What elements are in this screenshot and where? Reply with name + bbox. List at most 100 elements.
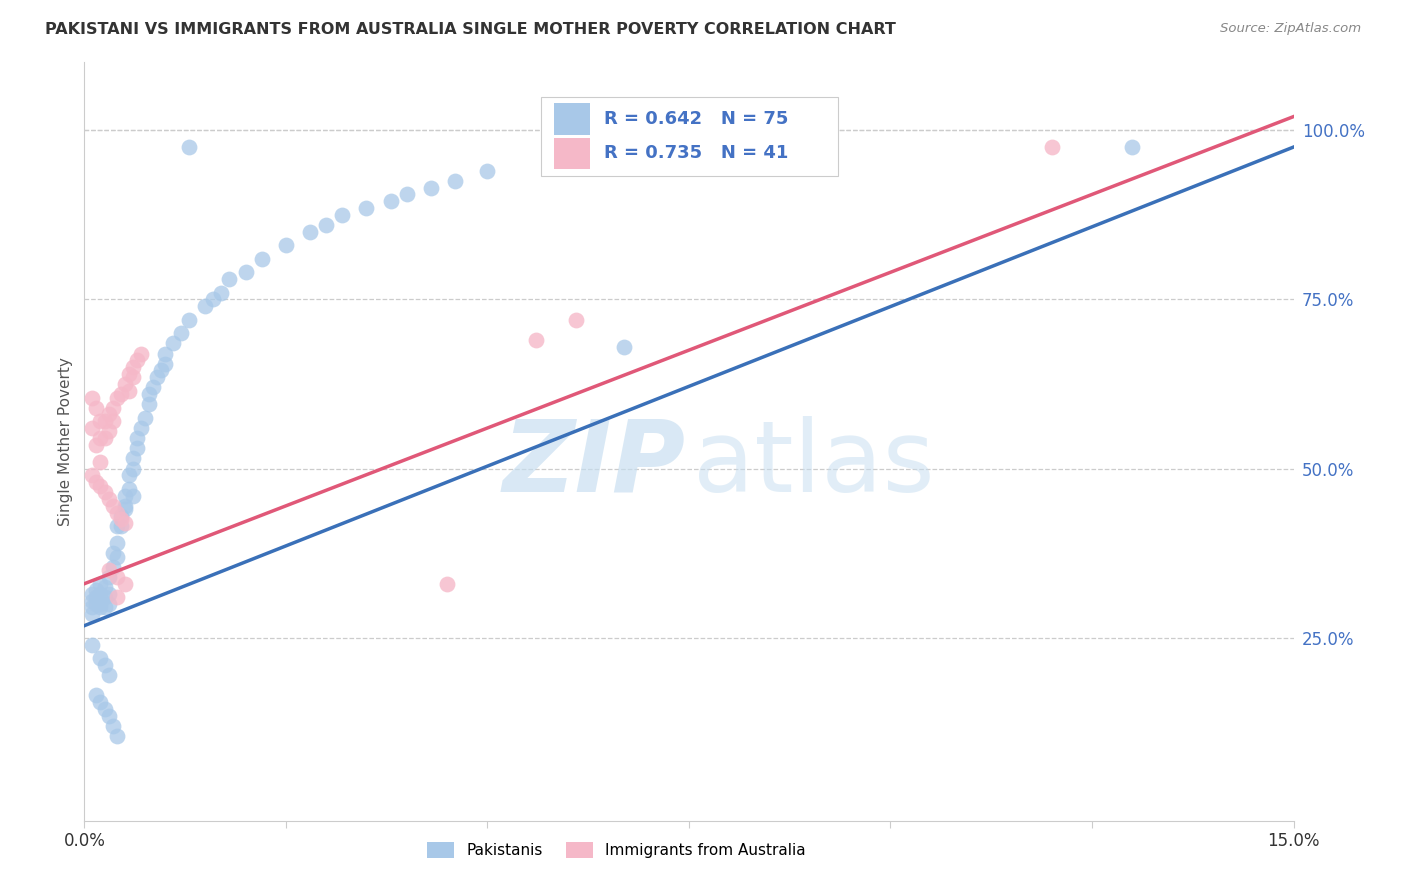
Point — [613, 340, 636, 354]
Text: atlas: atlas — [693, 416, 934, 513]
Bar — [554, 103, 589, 136]
Point — [118, 482, 141, 496]
Point — [1040, 140, 1063, 154]
Point — [82, 607, 104, 622]
Point — [125, 431, 148, 445]
Point — [250, 252, 273, 266]
Point — [89, 695, 111, 709]
Point — [179, 312, 201, 326]
Point — [170, 326, 193, 341]
Point — [93, 600, 115, 615]
Point — [89, 587, 111, 601]
Point — [105, 570, 128, 584]
Point — [110, 519, 132, 533]
Point — [330, 208, 353, 222]
Point — [118, 468, 141, 483]
Point — [146, 370, 169, 384]
Point — [380, 194, 402, 209]
Point — [105, 536, 128, 550]
Point — [149, 363, 172, 377]
Point — [93, 485, 115, 500]
Point — [153, 346, 176, 360]
Point — [97, 570, 120, 584]
Point — [82, 593, 104, 607]
Legend: Pakistanis, Immigrants from Australia: Pakistanis, Immigrants from Australia — [420, 837, 813, 864]
Point — [209, 285, 232, 300]
Point — [82, 587, 104, 601]
Point — [97, 408, 120, 422]
Point — [93, 657, 115, 672]
Point — [129, 421, 152, 435]
Point — [114, 499, 136, 513]
Point — [97, 587, 120, 601]
Point — [179, 140, 201, 154]
FancyBboxPatch shape — [541, 96, 838, 177]
Point — [218, 272, 240, 286]
Point — [97, 563, 120, 577]
Point — [114, 516, 136, 530]
Point — [202, 293, 225, 307]
Point — [142, 380, 165, 394]
Point — [299, 225, 322, 239]
Y-axis label: Single Mother Poverty: Single Mother Poverty — [58, 357, 73, 526]
Point — [134, 410, 156, 425]
Point — [235, 265, 257, 279]
Point — [121, 461, 143, 475]
Point — [395, 187, 418, 202]
Point — [138, 397, 160, 411]
Point — [356, 201, 378, 215]
Point — [101, 559, 124, 574]
Point — [89, 600, 111, 615]
Text: R = 0.735   N = 41: R = 0.735 N = 41 — [605, 145, 789, 162]
Point — [86, 591, 108, 605]
Point — [89, 597, 111, 611]
Point — [444, 174, 467, 188]
Point — [194, 299, 217, 313]
Point — [89, 651, 111, 665]
Point — [105, 519, 128, 533]
Point — [97, 708, 120, 723]
Point — [118, 367, 141, 381]
Point — [121, 370, 143, 384]
Point — [97, 597, 120, 611]
Point — [105, 391, 128, 405]
Point — [89, 431, 111, 445]
Point — [121, 360, 143, 375]
Point — [101, 719, 124, 733]
Point — [93, 591, 115, 605]
Text: ZIP: ZIP — [502, 416, 685, 513]
Point — [86, 401, 108, 415]
Point — [89, 478, 111, 492]
Point — [82, 600, 104, 615]
Point — [93, 702, 115, 716]
Point — [82, 421, 104, 435]
Point — [89, 576, 111, 591]
Point — [315, 218, 337, 232]
Point — [775, 140, 797, 154]
Point — [86, 689, 108, 703]
Point — [101, 414, 124, 428]
Point — [86, 475, 108, 490]
Point — [82, 638, 104, 652]
Point — [101, 401, 124, 415]
Point — [1121, 140, 1143, 154]
Point — [93, 431, 115, 445]
Point — [565, 312, 588, 326]
Point — [105, 506, 128, 520]
Point — [110, 387, 132, 401]
Point — [121, 451, 143, 466]
Text: Source: ZipAtlas.com: Source: ZipAtlas.com — [1220, 22, 1361, 36]
Point — [110, 512, 132, 526]
Point — [114, 502, 136, 516]
Point — [93, 580, 115, 594]
Point — [420, 180, 443, 194]
Point — [105, 549, 128, 564]
Point — [97, 492, 120, 507]
Point — [101, 546, 124, 560]
Point — [86, 438, 108, 452]
Point — [118, 384, 141, 398]
Point — [162, 336, 184, 351]
Point — [110, 508, 132, 523]
Point — [93, 414, 115, 428]
Point — [105, 591, 128, 605]
